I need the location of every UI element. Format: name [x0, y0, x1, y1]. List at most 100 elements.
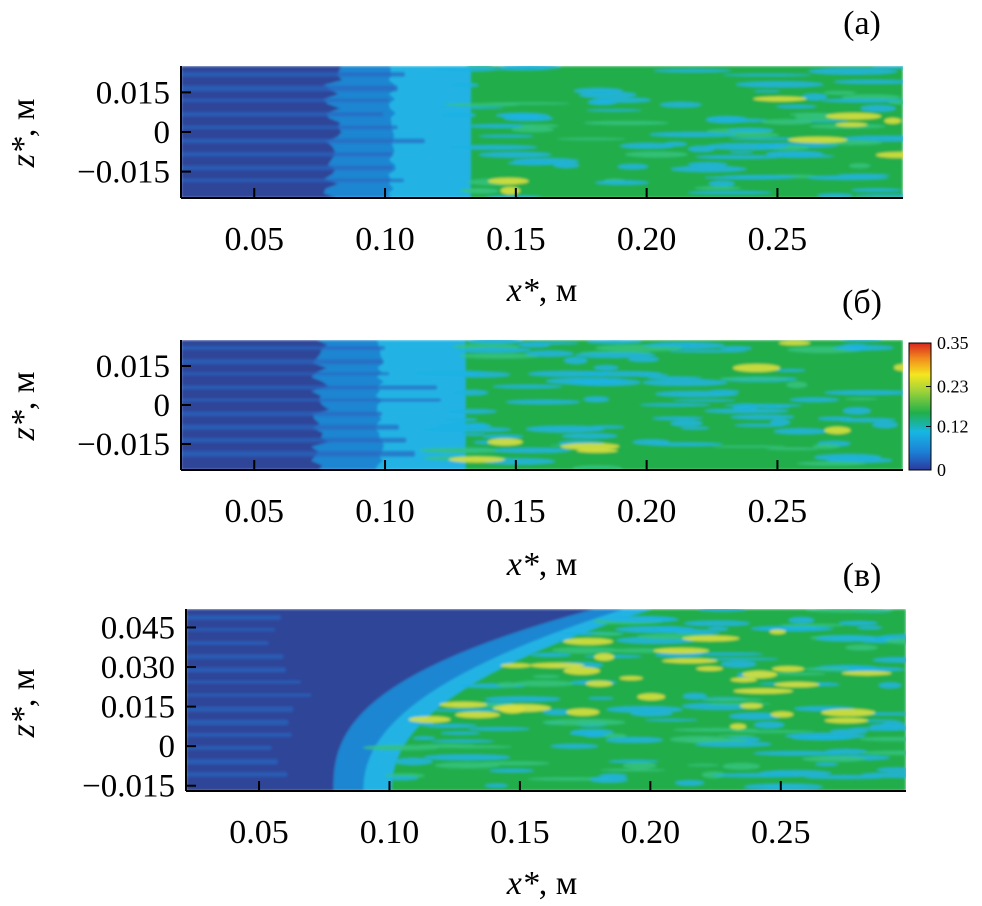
fluctuation-blob	[489, 768, 534, 773]
streak	[181, 152, 394, 157]
y-axis-variable: z*	[5, 707, 42, 738]
y-axis-unit: , м	[5, 99, 42, 138]
fluctuation-blob	[424, 724, 478, 728]
streak	[181, 165, 393, 171]
fluctuation-blob	[519, 124, 559, 128]
fluctuation-blob	[424, 754, 511, 761]
streak	[181, 385, 438, 390]
x-tick-label: 0.15	[486, 221, 546, 258]
fluctuation-blob	[720, 660, 757, 668]
fluctuation-blob	[450, 83, 479, 88]
fluctuation-blob	[647, 376, 703, 380]
x-axis-title: x*, м	[506, 546, 578, 583]
fluctuation-peak	[835, 122, 868, 127]
fluctuation-blob	[812, 444, 841, 449]
fluctuation-peak	[732, 363, 781, 372]
fluctuation-peak	[662, 658, 718, 664]
fluctuation-blob	[753, 751, 842, 756]
fluctuation-blob	[862, 667, 905, 672]
fluctuation-peak	[500, 186, 521, 195]
fluctuation-blob	[805, 609, 894, 613]
fluctuation-peak	[448, 456, 505, 463]
fluctuation-peak	[841, 670, 892, 676]
colorbar-tick-label: 0	[937, 460, 946, 480]
fluctuation-blob	[595, 180, 649, 185]
fluctuation-peak	[576, 448, 618, 453]
fluctuation-blob	[668, 349, 747, 353]
colorbar: 0.35 0.23 0.12 0	[908, 333, 969, 480]
y-axis-variable: z*	[5, 410, 42, 441]
fluctuation-blob	[687, 191, 772, 195]
streak	[181, 437, 407, 443]
fluctuation-blob	[496, 682, 519, 688]
fluctuation-blob	[802, 667, 852, 671]
fluctuation-blob	[625, 151, 688, 158]
fluctuation-blob	[788, 617, 815, 624]
fluctuation-blob	[838, 621, 878, 626]
fluctuation-blob	[551, 647, 618, 654]
fluctuation-blob	[440, 731, 481, 735]
fluctuation-blob	[833, 79, 903, 84]
fluctuation-blob	[700, 657, 779, 661]
fluctuation-blob	[412, 736, 436, 740]
fluctuation-blob	[542, 718, 626, 726]
y-axis-title: z*, м	[5, 99, 42, 169]
fluctuation-peak	[566, 708, 600, 716]
fluctuation-blob	[845, 397, 878, 400]
fluctuation-blob	[542, 709, 574, 716]
fluctuation-blob	[431, 66, 498, 72]
x-tick-label: 0.05	[229, 814, 289, 851]
fluctuation-blob	[744, 783, 823, 791]
fluctuation-blob	[861, 750, 906, 756]
fluctuation-blob	[575, 352, 656, 358]
fluctuation-blob	[882, 721, 905, 726]
fluctuation-peak	[875, 152, 903, 158]
fluctuation-blob	[857, 626, 882, 630]
fluctuation-blob	[869, 723, 906, 731]
fluctuation-blob	[663, 142, 687, 147]
fluctuation-peak	[637, 693, 666, 701]
fluctuation-blob	[602, 733, 627, 739]
fluctuation-blob	[817, 193, 854, 198]
fluctuation-blob	[467, 124, 536, 128]
x-tick-label: 0.25	[748, 493, 808, 530]
fluctuation-blob	[722, 73, 812, 77]
fluctuation-blob	[593, 365, 619, 371]
y-tick-label: −0.015	[77, 427, 170, 463]
fluctuation-peak	[487, 177, 529, 185]
streak	[181, 138, 425, 144]
streak	[181, 98, 390, 103]
fluctuation-peak	[739, 703, 763, 709]
fluctuation-peak	[455, 711, 501, 719]
fluctuation-blob	[632, 439, 670, 445]
streak	[181, 424, 399, 430]
fluctuation-blob	[513, 680, 576, 687]
fluctuation-blob	[649, 132, 738, 137]
fluctuation-peak	[884, 117, 902, 124]
fluctuation-blob	[561, 433, 618, 439]
fluctuation-blob	[842, 407, 871, 415]
fluctuation-blob	[582, 731, 607, 738]
fluctuation-blob	[478, 134, 534, 138]
fluctuation-peak	[741, 670, 778, 679]
x-axis-title: x*, м	[506, 272, 578, 309]
fluctuation-blob	[608, 759, 659, 763]
streak	[181, 450, 415, 457]
fluctuation-blob	[885, 638, 906, 645]
fluctuation-blob	[687, 162, 728, 168]
fluctuation-blob	[381, 776, 419, 781]
fluctuation-blob	[445, 371, 511, 378]
y-tick-label: 0.015	[101, 690, 175, 726]
colorbar-tick-label: 0.12	[937, 416, 969, 436]
fluctuation-blob	[689, 652, 764, 656]
fluctuation-blob	[705, 143, 789, 150]
fluctuation-blob	[775, 104, 817, 109]
fluctuation-blob	[718, 377, 789, 381]
fluctuation-blob	[459, 353, 540, 359]
heatmap-fill	[186, 609, 906, 791]
fluctuation-blob	[492, 384, 563, 389]
fluctuation-blob	[655, 391, 739, 397]
fluctuation-peak	[408, 716, 451, 723]
fluctuation-blob	[638, 374, 669, 377]
